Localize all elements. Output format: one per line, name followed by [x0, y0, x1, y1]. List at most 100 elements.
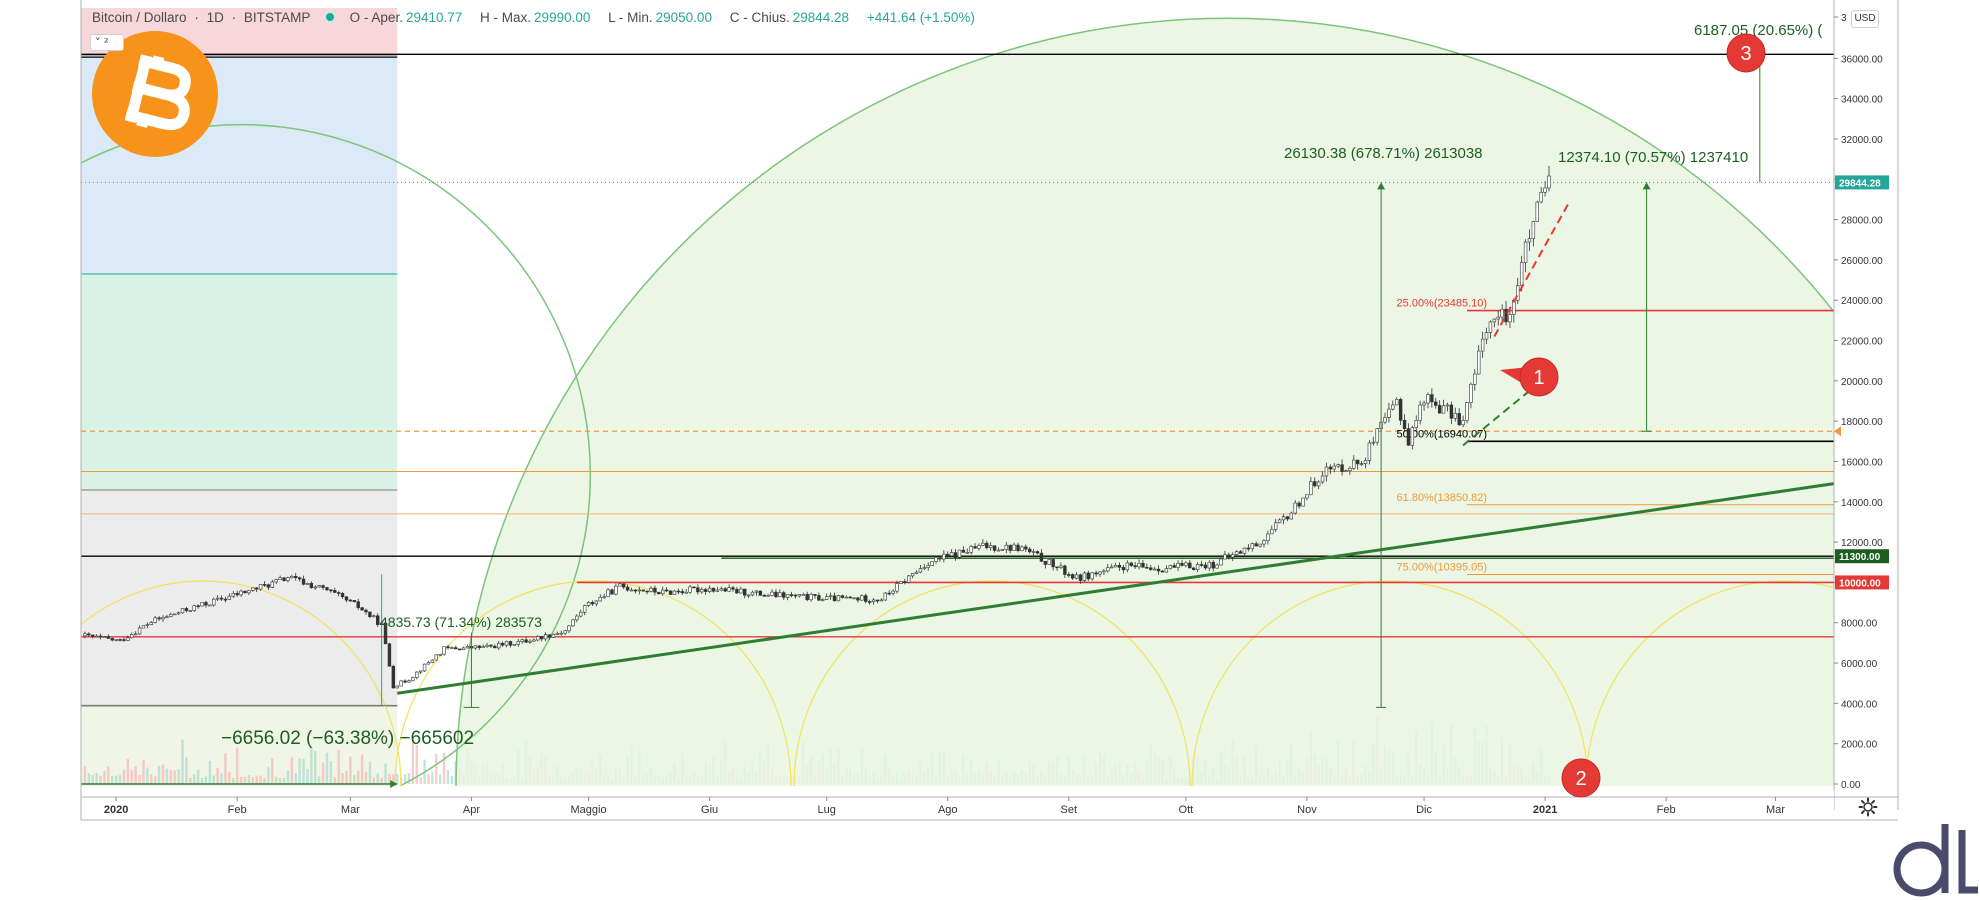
candle-body — [1316, 481, 1321, 487]
candle-body — [539, 636, 544, 640]
candle-body — [1207, 561, 1212, 569]
candle-body — [953, 552, 958, 558]
candle-body — [1223, 554, 1227, 560]
volume-bar — [87, 773, 91, 784]
candle-body — [1484, 332, 1489, 340]
candle-body — [254, 587, 259, 590]
candle-body — [895, 583, 899, 592]
volume-bar — [317, 776, 321, 784]
candle-body — [809, 594, 813, 601]
candle-body — [899, 581, 903, 584]
candle-body — [106, 636, 111, 639]
fib-zone-teal — [81, 274, 398, 490]
candle-body — [438, 653, 442, 656]
candle-body — [1160, 570, 1165, 573]
bitcoin-symbol — [124, 54, 191, 131]
candle-body — [130, 634, 134, 639]
candle-body — [992, 545, 997, 551]
candle-body — [625, 586, 630, 591]
volume-bar — [118, 774, 122, 784]
chart-legend: Bitcoin / Dollaro · 1D · BITSTAMP O - Ap… — [92, 10, 975, 25]
candle-body — [618, 583, 622, 587]
volume-bar — [278, 777, 282, 784]
callout-1-circle — [1520, 358, 1558, 396]
legend-collapse-button[interactable]: ˅ ² — [90, 34, 124, 51]
badge-last-price-bg — [1835, 175, 1889, 190]
candle-body — [247, 590, 251, 594]
candle-body — [1246, 547, 1251, 550]
candle-body — [906, 575, 911, 583]
y-tick-label: 3 — [1841, 13, 1847, 24]
price-axis-bg — [1834, 0, 1898, 810]
volume-bar — [446, 769, 450, 784]
candle-body — [1457, 413, 1461, 426]
volume-bar — [95, 772, 98, 784]
volume-bar — [157, 765, 161, 784]
candle-body — [297, 577, 302, 580]
volume-bar — [282, 777, 286, 784]
candle-body — [372, 615, 376, 618]
candle-body — [192, 605, 196, 611]
gear-icon[interactable] — [1857, 796, 1879, 818]
candle-body — [1516, 285, 1520, 301]
candle-body — [102, 636, 107, 638]
candle-body — [1262, 540, 1266, 545]
volume-bar — [349, 756, 352, 784]
volume-bar — [345, 770, 348, 784]
candle-body — [477, 645, 481, 648]
volume-bar — [114, 775, 118, 784]
candle-body — [703, 589, 708, 592]
volume-bar — [111, 775, 114, 784]
y-tick-label: 16000.00 — [1841, 457, 1883, 468]
candle-body — [637, 589, 642, 592]
candle-body — [1348, 468, 1352, 471]
volume-bar — [173, 770, 176, 784]
volume-bar — [286, 770, 290, 784]
candle-body — [458, 648, 462, 651]
interval[interactable]: 1D — [206, 10, 224, 25]
candle-body — [333, 590, 337, 593]
candle-body — [1383, 417, 1387, 423]
candle-body — [1258, 543, 1262, 547]
volume-bar — [392, 774, 395, 784]
y-tick-label: 32000.00 — [1841, 135, 1883, 146]
candle-body — [821, 599, 825, 601]
y-tick-label: 4000.00 — [1841, 699, 1878, 710]
candle-body — [696, 587, 700, 593]
candle-body — [711, 587, 716, 592]
low-value: 29050.00 — [655, 10, 712, 25]
volume-bar — [403, 774, 407, 784]
candle-body — [785, 594, 790, 598]
symbol-name[interactable]: Bitcoin / Dollaro — [92, 10, 187, 25]
candle-body — [1070, 574, 1075, 579]
candle-body — [528, 640, 532, 643]
measure-label-rally: 26130.38 (678.71%) 2613038 — [1284, 145, 1483, 162]
x-tick-label: Mar — [1766, 804, 1785, 816]
candle-body — [1527, 238, 1532, 243]
currency-badge[interactable]: USD — [1851, 10, 1879, 28]
candle-body — [1020, 546, 1024, 551]
volume-bar — [130, 770, 133, 784]
candle-body — [856, 597, 860, 601]
candle-body — [239, 590, 243, 596]
candle-body — [801, 594, 805, 596]
candle-body — [676, 590, 681, 593]
volume-bar — [224, 753, 227, 784]
volume-bar — [251, 777, 254, 784]
candle-body — [364, 609, 368, 613]
candle-body — [1219, 558, 1223, 566]
volume-bar — [263, 777, 266, 784]
badge-10000: 10000.00 — [1839, 578, 1881, 589]
candle-body — [485, 644, 489, 647]
candle-body — [977, 545, 981, 549]
candle-body — [1352, 459, 1356, 469]
candle-body — [629, 589, 634, 592]
cycle-arc — [81, 580, 402, 786]
candle-body — [672, 590, 677, 595]
candle-body — [145, 624, 150, 626]
volume-bar — [150, 774, 153, 784]
fib-label-25: 25.00%(23485.10) — [1397, 298, 1488, 310]
candle-body — [231, 593, 235, 597]
candle-body — [1273, 522, 1278, 530]
candle-body — [598, 596, 602, 602]
